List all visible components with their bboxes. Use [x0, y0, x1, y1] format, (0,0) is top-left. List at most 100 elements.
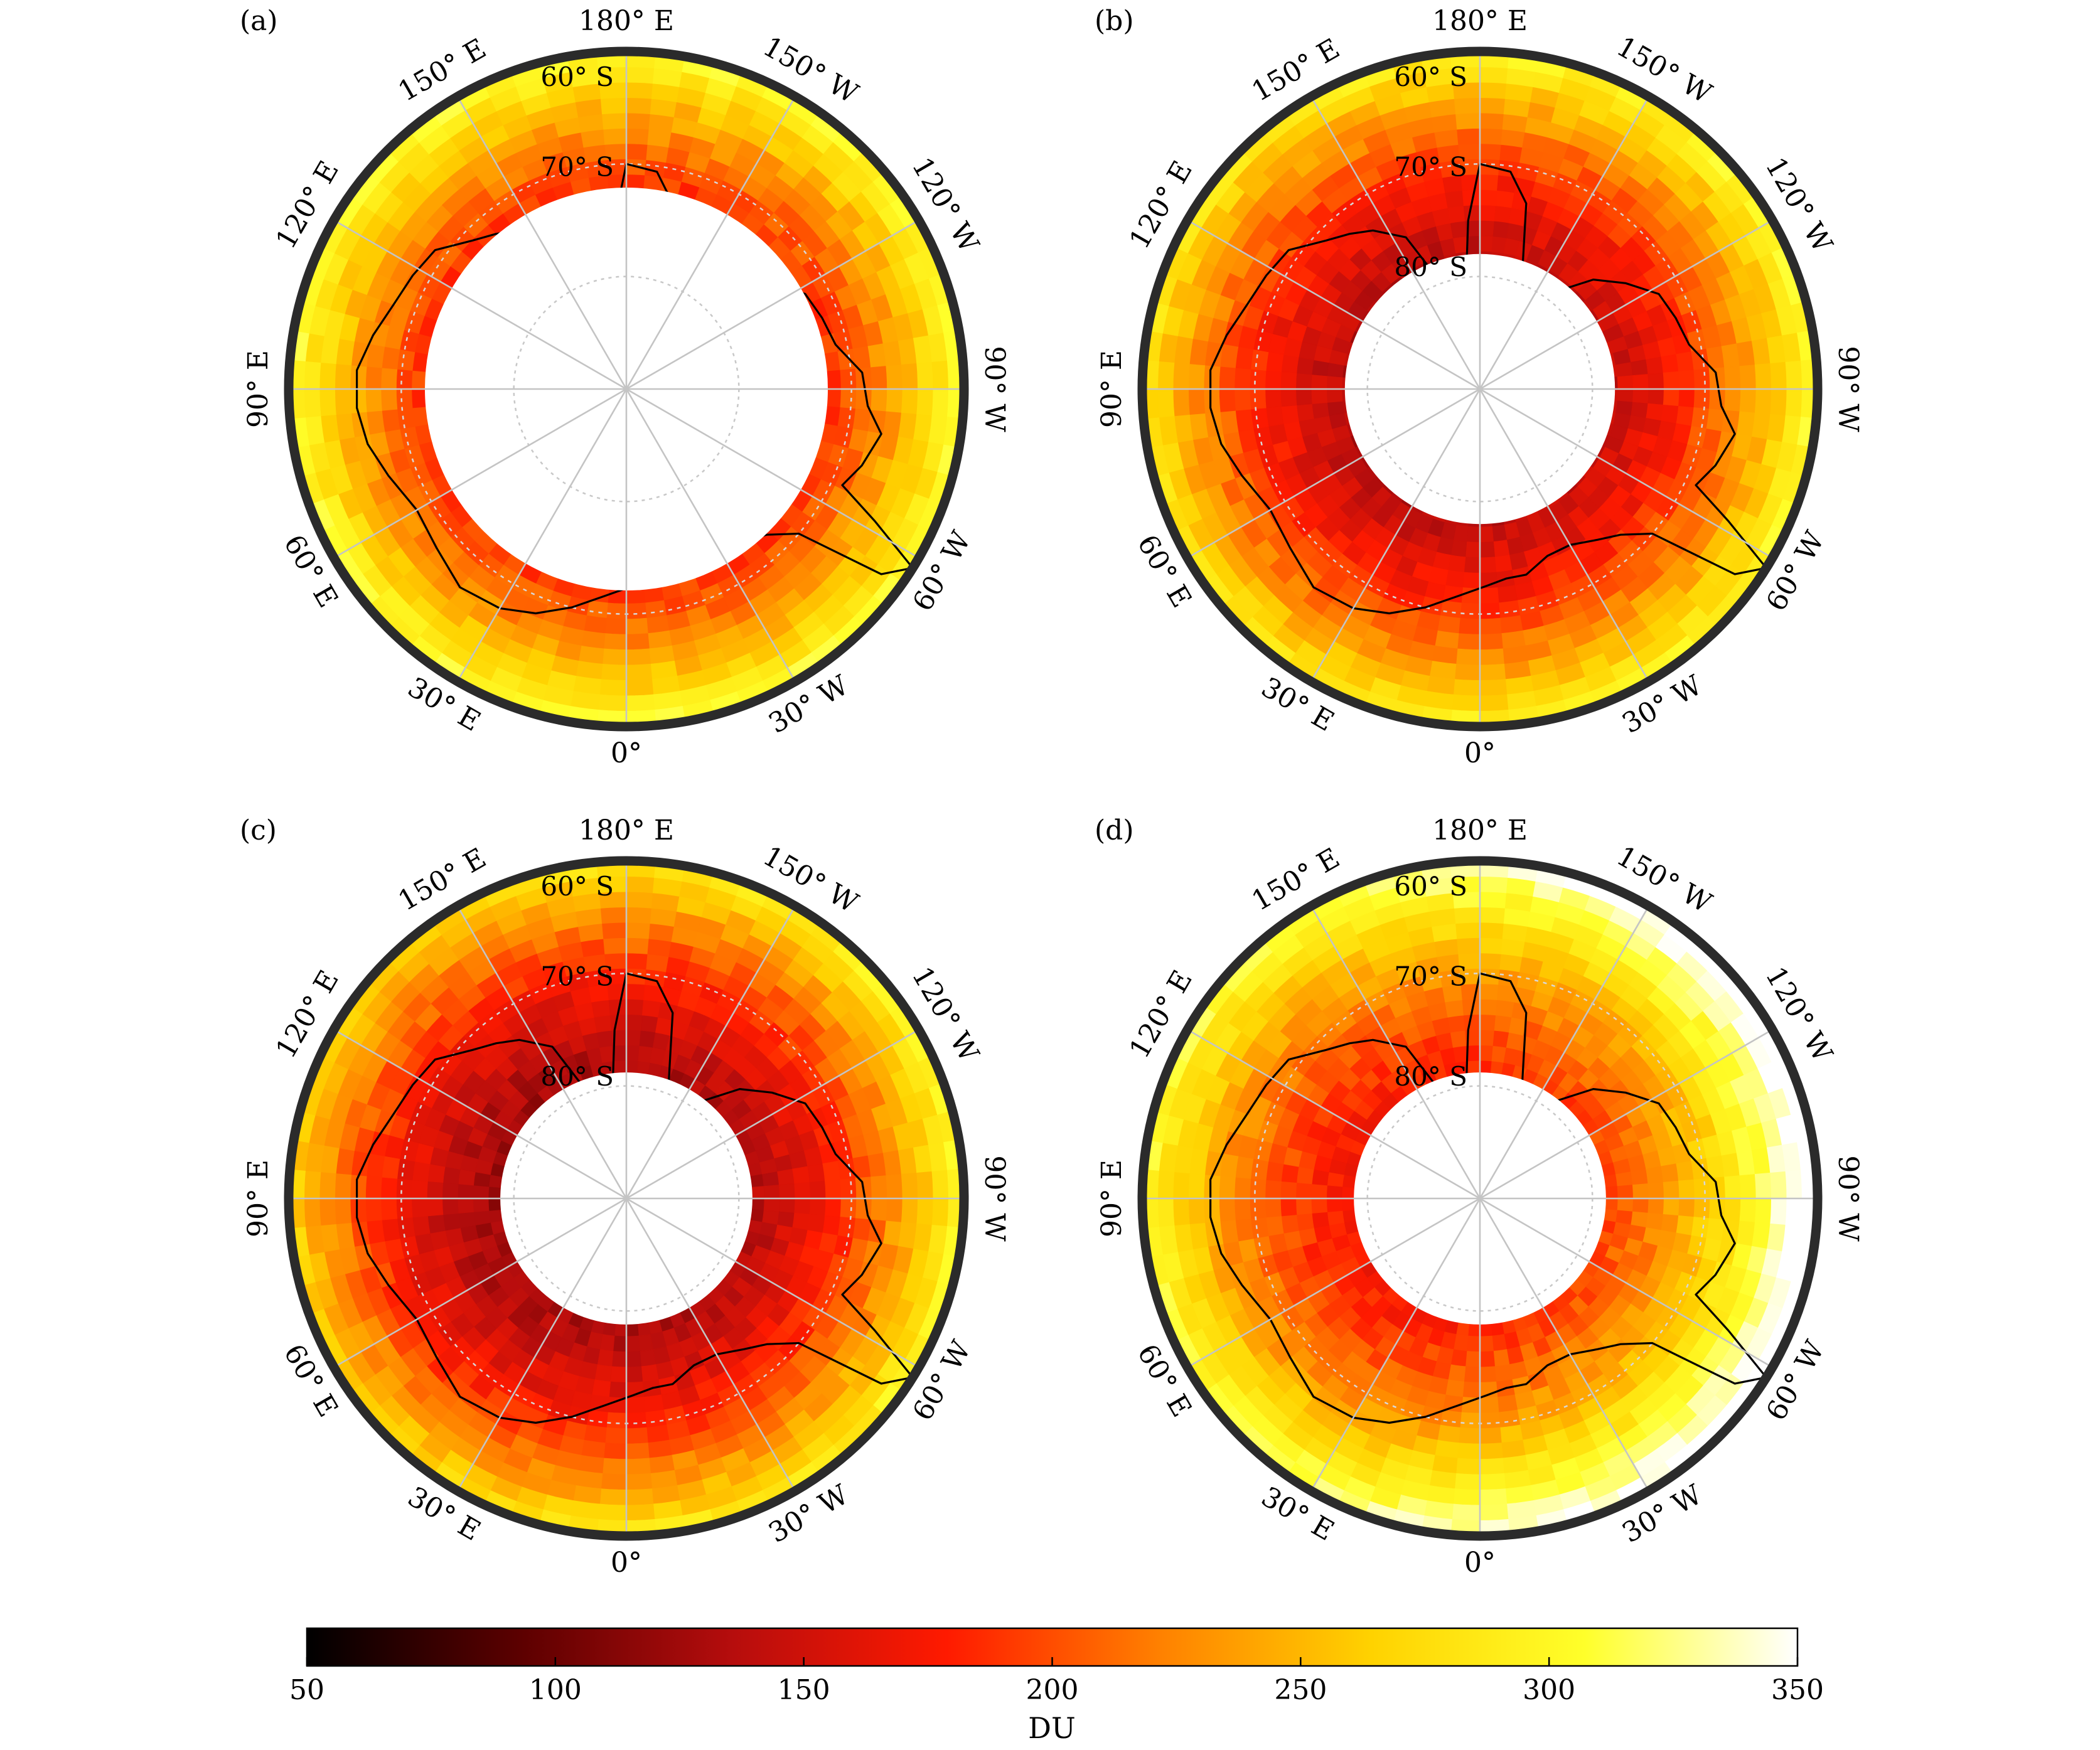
ozone-cell: [793, 1166, 810, 1184]
ozone-cell: [603, 922, 626, 939]
ozone-cell: [1648, 389, 1664, 405]
ozone-cell: [810, 1198, 827, 1216]
ozone-cell: [1663, 389, 1680, 407]
ozone-cell: [626, 937, 649, 954]
ozone-cell: [1786, 361, 1803, 389]
ozone-cell: [763, 1171, 780, 1186]
ozone-cell: [599, 1045, 614, 1063]
ozone-cell: [604, 127, 626, 144]
ozone-cell: [1265, 370, 1282, 389]
ozone-cell: [626, 1367, 643, 1383]
ozone-cell: [1326, 376, 1342, 389]
ozone-cell: [601, 907, 626, 924]
ozone-cell: [1633, 389, 1649, 404]
longitude-label: 90° E: [242, 1160, 274, 1237]
ozone-cell: [1480, 695, 1508, 712]
ozone-cell: [1249, 369, 1266, 389]
ozone-cell: [1648, 373, 1664, 389]
ozone-cell: [1459, 618, 1480, 635]
ozone-cell: [411, 1198, 428, 1217]
ozone-cell: [319, 1198, 336, 1225]
ozone-cell: [871, 366, 888, 389]
ozone-cell: [1480, 235, 1493, 252]
ozone-cell: [840, 389, 857, 409]
ozone-cell: [365, 1176, 382, 1198]
ozone-cell: [1679, 370, 1696, 389]
longitude-label: 180° E: [1432, 5, 1528, 37]
latitude-label: 80° S: [540, 1061, 614, 1092]
ozone-cell: [932, 1198, 949, 1227]
ozone-cell: [1492, 525, 1506, 543]
ozone-cell: [871, 1198, 888, 1221]
ozone-cell: [1709, 389, 1726, 410]
ozone-cell: [1327, 401, 1344, 415]
ozone-cell: [457, 1184, 473, 1199]
ozone-cell: [457, 1198, 473, 1214]
ozone-cell: [1725, 366, 1742, 389]
ozone-cell: [1457, 127, 1480, 144]
ozone-cell: [605, 618, 626, 635]
ozone-cell: [1326, 389, 1342, 402]
ozone-cell: [626, 67, 655, 83]
longitude-label: 0°: [1464, 737, 1496, 769]
ozone-cell: [1249, 389, 1266, 409]
ozone-cell: [1480, 143, 1501, 160]
ozone-cell: [795, 1182, 811, 1198]
latitude-label: 70° S: [1394, 151, 1467, 182]
ozone-cell: [1465, 542, 1481, 558]
ozone-cell: [1454, 97, 1480, 114]
ozone-cell: [1456, 112, 1480, 129]
ozone-cell: [626, 1045, 640, 1061]
ozone-cell: [1480, 680, 1507, 696]
ozone-cell: [932, 389, 949, 417]
ozone-cell: [597, 1030, 613, 1047]
latitude-label: 60° S: [540, 61, 614, 92]
longitude-label: 180° E: [579, 5, 674, 37]
ozone-cell: [779, 1198, 796, 1214]
ozone-cell: [594, 1015, 612, 1032]
ozone-cell: [1157, 389, 1174, 417]
ozone-cell: [603, 649, 626, 666]
panel-letter: (b): [1095, 5, 1134, 37]
ozone-cell: [871, 1176, 888, 1198]
ozone-cell: [825, 1180, 842, 1198]
ozone-cell: [335, 389, 351, 415]
ozone-cell: [601, 1474, 626, 1491]
ozone-cell: [473, 1185, 489, 1198]
ozone-cell: [902, 389, 919, 415]
ozone-cell: [626, 1336, 640, 1352]
ozone-cell: [1616, 362, 1634, 376]
ozone-cell: [779, 1184, 796, 1199]
ozone-cell: [1740, 389, 1757, 413]
ozone-cell: [626, 1029, 641, 1045]
ozone-cell: [886, 389, 903, 413]
ozone-cell: [1771, 389, 1787, 416]
latitude-label: 70° S: [540, 961, 614, 991]
ozone-cell: [825, 1198, 842, 1217]
longitude-label: 90° W: [978, 1155, 1010, 1242]
latitude-label: 60° S: [1394, 61, 1467, 92]
ozone-cell: [365, 366, 382, 389]
longitude-label: 90° E: [1096, 350, 1128, 428]
ozone-cell: [1234, 368, 1251, 389]
ozone-cell: [1462, 572, 1480, 589]
ozone-cell: [626, 112, 650, 129]
ozone-cell: [1617, 389, 1634, 402]
ozone-cell: [886, 1175, 903, 1198]
ozone-cell: [1296, 403, 1314, 421]
ozone-cell: [1311, 402, 1329, 419]
ozone-cell: [1494, 555, 1512, 573]
ozone-cell: [626, 82, 653, 99]
ozone-cell: [1448, 205, 1465, 223]
ozone-cell: [613, 1336, 626, 1352]
ozone-cell: [395, 1178, 412, 1198]
ozone-cell: [626, 1443, 649, 1460]
ozone-cell: [1480, 205, 1496, 221]
ozone-cell: [1456, 649, 1480, 666]
ozone-cell: [598, 1504, 626, 1521]
ozone-cell: [1280, 371, 1297, 389]
